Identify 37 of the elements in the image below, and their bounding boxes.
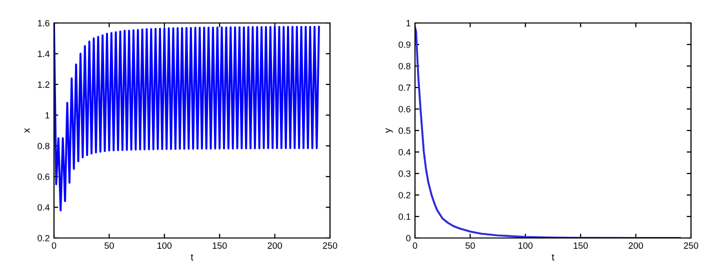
x-tick-label: 50 bbox=[466, 242, 475, 249]
x-tick-label: 100 bbox=[518, 242, 533, 249]
x-tick-label: 100 bbox=[158, 242, 172, 249]
x-axis-title: t bbox=[552, 254, 554, 260]
y-tick-label: 0.2 bbox=[38, 234, 50, 242]
x-tick-label: 150 bbox=[212, 242, 227, 249]
y-tick-label: 1.2 bbox=[38, 81, 50, 88]
x-tick-label: 150 bbox=[574, 242, 588, 249]
x-tick-label: 50 bbox=[104, 242, 114, 249]
y-tick-label: 1.6 bbox=[38, 20, 50, 26]
y-tick-label: 0 bbox=[406, 234, 410, 242]
y-tick-label: 0.8 bbox=[398, 62, 410, 70]
y-tick-label: 1 bbox=[46, 112, 50, 118]
y-tick-label: 0.2 bbox=[398, 192, 410, 198]
x-tick-label: 200 bbox=[268, 242, 282, 249]
y-tick-label: 0.5 bbox=[398, 127, 410, 134]
y-tick-label: 1.4 bbox=[38, 50, 50, 57]
y-tick-label: 0.4 bbox=[38, 204, 50, 211]
y-tick-label: 0.9 bbox=[398, 41, 410, 48]
y-tick-label: 0.6 bbox=[398, 106, 410, 112]
x-axis-title: t bbox=[190, 254, 194, 260]
y-axis-title: x bbox=[24, 128, 30, 133]
y-axis-title: y bbox=[386, 128, 393, 133]
x-tick-label: 250 bbox=[684, 242, 698, 249]
y-tick-label: 1 bbox=[406, 20, 410, 26]
line-series bbox=[54, 23, 320, 212]
y-tick-label: 0.6 bbox=[38, 174, 50, 180]
line-series bbox=[415, 26, 681, 238]
y-tick-label: 0.8 bbox=[38, 142, 50, 150]
x-tick-label: 0 bbox=[412, 242, 418, 249]
x-tick-label: 250 bbox=[322, 242, 338, 249]
y-tick-label: 0.7 bbox=[398, 84, 410, 91]
y-tick-label: 0.3 bbox=[398, 170, 410, 177]
y-tick-label: 0.4 bbox=[398, 148, 411, 156]
y-tick-label: 0.1 bbox=[398, 213, 410, 220]
x-tick-label: 200 bbox=[628, 242, 643, 249]
x-tick-label: 0 bbox=[52, 242, 56, 249]
